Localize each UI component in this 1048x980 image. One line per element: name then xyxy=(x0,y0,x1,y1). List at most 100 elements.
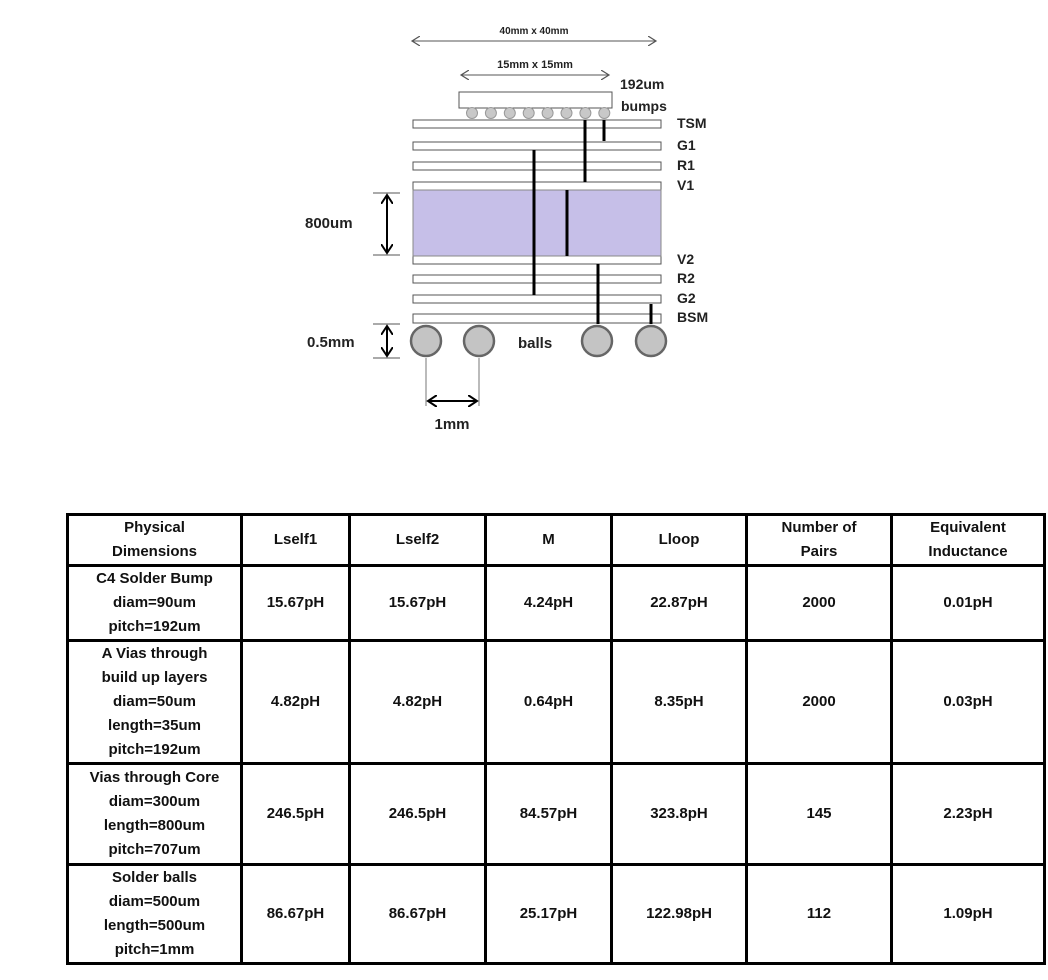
layer-label: BSM xyxy=(677,309,708,325)
column-header: Number of Pairs xyxy=(745,513,893,567)
balls-label: balls xyxy=(518,335,552,352)
dimension-text: diam=50um xyxy=(113,693,196,710)
solder-ball xyxy=(462,324,496,358)
bump xyxy=(484,107,497,119)
layer-r2 xyxy=(412,274,662,284)
layer-tsm xyxy=(412,119,662,129)
layer-bsm xyxy=(412,313,662,324)
table-row: C4 Solder Bump diam=90um pitch=192um 15.67p… xyxy=(66,564,1046,642)
dimension-text: length=500um xyxy=(103,917,206,934)
bump xyxy=(466,107,478,119)
equiv-cell: 0.03pH xyxy=(890,639,1046,765)
column-header: Physical Dimensions xyxy=(66,513,243,567)
solder-ball xyxy=(634,324,668,358)
bumps-label: bumps xyxy=(621,98,667,114)
table-row: Vias through Core diam=300um length=800um p… xyxy=(66,762,1046,866)
lloop-cell: 8.35pH xyxy=(610,639,748,765)
layer-r1 xyxy=(412,161,662,171)
layer-label: G1 xyxy=(677,137,696,153)
dimension-text: Solder balls xyxy=(111,869,198,886)
dimension-text: C4 Solder Bump xyxy=(96,570,213,587)
dimension-text: Vias through Core xyxy=(89,769,220,786)
bump-pitch-label: 192um xyxy=(620,76,664,92)
equiv-cell: 1.09pH xyxy=(890,863,1046,965)
layer-label: V2 xyxy=(677,251,694,267)
lloop-cell: 22.87pH xyxy=(610,564,748,642)
table-row: A Vias through build up layers diam=50um le… xyxy=(66,639,1046,765)
header-text: Equivalent xyxy=(930,519,1006,536)
dimension-text: diam=500um xyxy=(108,893,201,910)
bump xyxy=(579,107,592,119)
table-header-row: Physical Dimensions Lself1 Lself2 M Lloop Numb… xyxy=(66,513,1046,567)
layer-label: R2 xyxy=(677,270,695,286)
header-text: Dimensions xyxy=(111,543,198,560)
equiv-cell: 0.01pH xyxy=(890,564,1046,642)
dimension-text: A Vias through xyxy=(101,645,208,662)
core-thickness-label: 800um xyxy=(305,215,353,232)
bump xyxy=(522,107,535,119)
table-row: Solder balls diam=500um length=500um pitch=… xyxy=(66,863,1046,965)
m-cell: 0.64pH xyxy=(484,639,613,765)
physical-dimensions-cell: A Vias through build up layers diam=50um le… xyxy=(66,639,243,765)
lself1-cell: 15.67pH xyxy=(240,564,351,642)
layer-label: R1 xyxy=(677,157,695,173)
die xyxy=(458,91,613,109)
dimension-text: pitch=707um xyxy=(108,841,201,858)
pairs-cell: 112 xyxy=(745,863,893,965)
bump xyxy=(598,107,611,119)
column-header: Equivalent Inductance xyxy=(890,513,1046,567)
inductance-table: Physical Dimensions Lself1 Lself2 M Lloop Numb… xyxy=(66,513,1046,965)
layer-label: TSM xyxy=(677,115,707,131)
lself2-cell: 15.67pH xyxy=(348,564,487,642)
lself2-cell: 246.5pH xyxy=(348,762,487,866)
solder-ball xyxy=(580,324,614,358)
layer-g1 xyxy=(412,141,662,151)
physical-dimensions-cell: C4 Solder Bump diam=90um pitch=192um xyxy=(66,564,243,642)
m-cell: 84.57pH xyxy=(484,762,613,866)
physical-dimensions-cell: Solder balls diam=500um length=500um pitch=… xyxy=(66,863,243,965)
dimension-text: pitch=192um xyxy=(108,618,201,635)
dimension-text: pitch=1mm xyxy=(114,941,195,958)
header-text: Inductance xyxy=(928,543,1008,560)
bumps-group xyxy=(466,107,611,119)
dimension-text: length=800um xyxy=(103,817,206,834)
layer-v1 xyxy=(412,181,662,191)
layers-group xyxy=(412,119,662,324)
header-text: Physical xyxy=(124,519,185,536)
m-cell: 25.17pH xyxy=(484,863,613,965)
die-size-label: 15mm x 15mm xyxy=(497,59,573,71)
column-header: Lloop xyxy=(610,513,748,567)
lloop-cell: 323.8pH xyxy=(610,762,748,866)
m-cell: 4.24pH xyxy=(484,564,613,642)
bump xyxy=(541,107,554,119)
equiv-cell: 2.23pH xyxy=(890,762,1046,866)
ball-pitch-label: 1mm xyxy=(434,416,469,433)
header-text: Lself2 xyxy=(395,531,440,548)
lloop-cell: 122.98pH xyxy=(610,863,748,965)
layer-g2 xyxy=(412,294,662,304)
header-text: Number of xyxy=(781,519,857,536)
dimension-text: length=35um xyxy=(108,717,201,734)
column-header: Lself1 xyxy=(240,513,351,567)
dimension-text: diam=90um xyxy=(113,594,196,611)
package-cross-section-diagram: 40mm x 40mm 15mm x 15mm 192um bumps ball… xyxy=(305,26,708,433)
column-header: M xyxy=(484,513,613,567)
header-text: Lself1 xyxy=(273,531,318,548)
layer-label: G2 xyxy=(677,290,696,306)
dimension-text: diam=300um xyxy=(108,793,201,810)
lself1-cell: 86.67pH xyxy=(240,863,351,965)
bump xyxy=(560,107,573,119)
dimension-text: pitch=192um xyxy=(108,741,201,758)
pairs-cell: 145 xyxy=(745,762,893,866)
layer-v2 xyxy=(412,255,662,265)
column-header: Lself2 xyxy=(348,513,487,567)
physical-dimensions-cell: Vias through Core diam=300um length=800um p… xyxy=(66,762,243,866)
balls-group xyxy=(409,324,668,358)
lself1-cell: 4.82pH xyxy=(240,639,351,765)
header-text: Lloop xyxy=(658,531,700,548)
dimension-text: build up layers xyxy=(101,669,208,686)
header-text: M xyxy=(542,531,555,548)
bump xyxy=(503,107,516,119)
ball-height-label: 0.5mm xyxy=(307,334,355,351)
header-text: Pairs xyxy=(800,543,838,560)
